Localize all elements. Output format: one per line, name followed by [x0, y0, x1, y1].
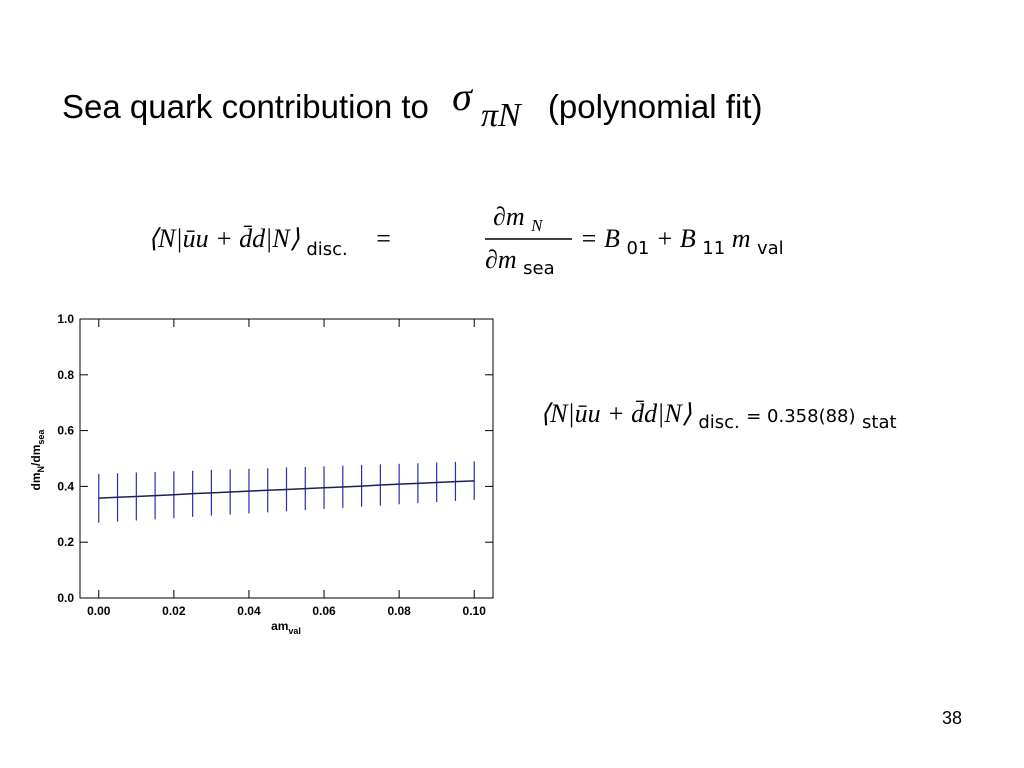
x-axis-label: amval	[271, 619, 301, 636]
y-tick-label: 0.0	[57, 591, 74, 605]
eq1-den-sub: sea	[523, 258, 554, 279]
eq1-eq: =	[376, 224, 391, 253]
x-label-sub: val	[288, 626, 301, 636]
slide-title: Sea quark contribution to σ πN (polynomi…	[62, 74, 762, 134]
y-label-sub: N	[36, 466, 46, 473]
y-label-sub: sea	[36, 429, 46, 445]
y-tick-label: 1.0	[57, 312, 74, 326]
eq1-rhs: + B	[656, 224, 696, 253]
equation-1-left: ⟨N|ūu + d̄d|N⟩ disc. =	[148, 224, 391, 261]
eq1-denominator: ∂m sea	[485, 245, 555, 279]
equation-2: ⟨N|ūu + d̄d|N⟩ disc. = 0.358(88) stat	[540, 399, 897, 434]
x-tick-label: 0.06	[312, 604, 336, 618]
eq1-lhs: ⟨N|ūu + d̄d|N⟩	[148, 224, 300, 253]
page-number: 38	[942, 708, 962, 728]
eq1-rhs-sub: val	[757, 238, 784, 259]
y-label-part: dm	[29, 472, 43, 490]
x-tick-label: 0.10	[463, 604, 487, 618]
y-label-part: /dm	[29, 445, 43, 466]
eq2-rhs-sub: stat	[862, 412, 897, 433]
eq2-lhs-sub: disc.	[698, 412, 739, 433]
x-tick-label: 0.00	[87, 604, 111, 618]
eq1-numerator: ∂m N	[493, 202, 544, 235]
eq2-rhs: = 0.358(88)	[746, 406, 855, 427]
eq1-den: ∂m	[485, 245, 517, 274]
x-tick-label: 0.04	[237, 604, 261, 618]
eq2-lhs: ⟨N|ūu + d̄d|N⟩	[540, 399, 692, 428]
x-tick-label: 0.08	[387, 604, 411, 618]
y-axis-label: dmN/dmsea	[29, 429, 46, 491]
title-text: Sea quark contribution to	[62, 88, 429, 125]
title-symbol-sub: πN	[481, 97, 523, 134]
eq1-lhs-sub: disc.	[306, 239, 347, 260]
fit-line	[98, 480, 475, 499]
y-tick-label: 0.6	[57, 424, 74, 438]
eq1-rhs-sub: 01	[626, 238, 649, 259]
y-tick-label: 0.4	[57, 479, 74, 493]
eq1-rhs: = B	[580, 224, 620, 253]
eq1-rhs: m	[732, 224, 751, 253]
equation-1-right: = B 01 + B 11 m val	[580, 224, 784, 260]
title-symbol: σ	[452, 74, 473, 119]
y-tick-label: 0.8	[57, 368, 74, 382]
plot-frame	[79, 318, 494, 599]
x-tick-label: 0.02	[162, 604, 186, 618]
title-suffix: (polynomial fit)	[548, 88, 763, 125]
x-label-part: am	[271, 619, 288, 633]
eq1-num-sub: N	[530, 216, 544, 235]
eq1-rhs-sub: 11	[702, 238, 725, 259]
y-tick-label: 0.2	[57, 535, 74, 549]
eq1-num: ∂m	[493, 202, 525, 231]
